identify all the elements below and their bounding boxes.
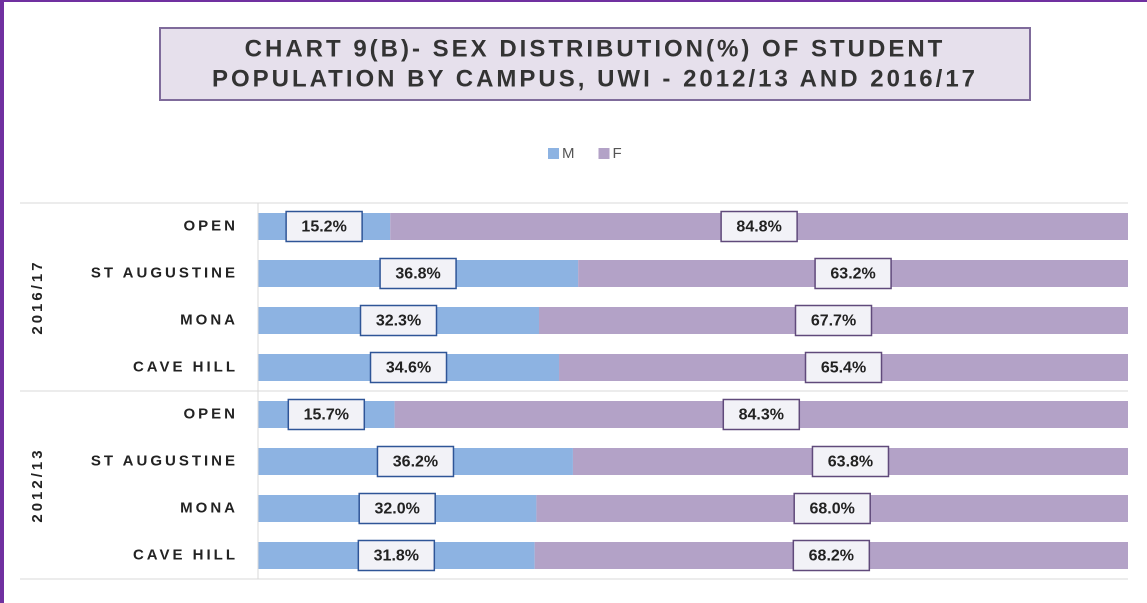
- value-label: 34.6%: [386, 360, 431, 377]
- group-label: 2012/13: [29, 447, 46, 522]
- value-label: 84.3%: [739, 407, 784, 424]
- group-label: 2016/17: [29, 259, 46, 334]
- value-label: 84.8%: [736, 219, 781, 236]
- value-label-box: [793, 492, 871, 525]
- value-label: 68.2%: [809, 548, 854, 565]
- title-box: [159, 27, 1031, 101]
- chart-title: POPULATION BY CAMPUS, UWI - 2012/13 AND …: [212, 65, 978, 92]
- category-label: CAVE HILL: [133, 358, 238, 375]
- value-label-box: [794, 304, 873, 337]
- category-label: OPEN: [183, 405, 238, 422]
- value-label: 32.3%: [376, 313, 421, 330]
- value-label-box: [792, 539, 871, 572]
- value-label-box: [811, 445, 890, 478]
- value-label-box: [358, 492, 436, 525]
- value-label-box: [285, 210, 363, 243]
- value-label: 68.0%: [810, 501, 855, 518]
- category-label: ST AUGUSTINE: [91, 452, 238, 469]
- value-label-box: [369, 351, 448, 384]
- legend-label: M: [562, 145, 575, 162]
- legend-swatch: [548, 148, 559, 159]
- value-label-box: [804, 351, 883, 384]
- value-label: 32.0%: [375, 501, 420, 518]
- value-label: 63.2%: [830, 266, 875, 283]
- value-label: 36.8%: [395, 266, 440, 283]
- legend-swatch: [598, 148, 610, 159]
- value-label-box: [357, 539, 436, 572]
- value-label: 15.2%: [301, 219, 346, 236]
- value-label-box: [722, 398, 801, 431]
- value-label-box: [359, 304, 438, 337]
- category-label: ST AUGUSTINE: [91, 264, 238, 281]
- value-label-box: [379, 257, 457, 290]
- value-label-box: [287, 398, 366, 431]
- category-label: MONA: [180, 311, 238, 328]
- value-label: 67.7%: [811, 313, 856, 330]
- category-label: OPEN: [183, 217, 238, 234]
- value-label-box: [814, 257, 892, 290]
- chart-title: CHART 9(B)- SEX DISTRIBUTION(%) OF STUDE…: [245, 35, 946, 62]
- value-label: 65.4%: [821, 360, 866, 377]
- value-label-box: [720, 210, 798, 243]
- value-label: 36.2%: [393, 454, 438, 471]
- category-label: MONA: [180, 499, 238, 516]
- value-label: 63.8%: [828, 454, 873, 471]
- value-label: 31.8%: [374, 548, 419, 565]
- value-label: 15.7%: [304, 407, 349, 424]
- value-label-box: [376, 445, 455, 478]
- legend-label: F: [613, 145, 622, 162]
- category-label: CAVE HILL: [133, 546, 238, 563]
